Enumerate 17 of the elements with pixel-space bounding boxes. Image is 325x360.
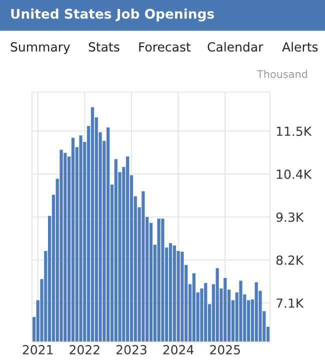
- y-tick-label: 7.1K: [276, 298, 304, 308]
- x-tick-label: 2025: [210, 345, 240, 354]
- text: Stats: [88, 42, 120, 52]
- y-tick-label: 9.3K: [276, 212, 304, 222]
- y-axis-title: Thousand: [257, 70, 308, 78]
- x-tick-label: 2021: [22, 345, 53, 354]
- x-tick-label: 2022: [70, 345, 100, 354]
- x-tick-label: 2024: [163, 345, 194, 354]
- y-tick-label: 8.2K: [276, 255, 304, 265]
- text: Forecast: [139, 42, 191, 52]
- y-tick-label: 11.5K: [276, 126, 312, 136]
- text: Calendar: [208, 42, 264, 52]
- text: Summary: [10, 42, 70, 54]
- text: Alerts: [282, 42, 318, 52]
- y-tick-label: 10.4K: [276, 170, 312, 179]
- chart-title: United States Job Openings: [11, 8, 214, 22]
- x-tick-label: 2023: [116, 345, 146, 354]
